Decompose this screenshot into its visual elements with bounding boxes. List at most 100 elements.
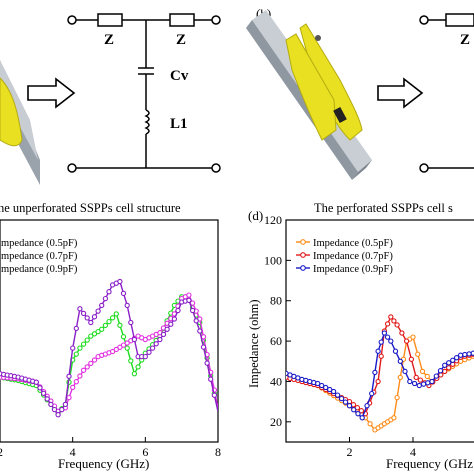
chart-left-legend: mpedance (0.5pF) mpedance (0.7pF) mpedance… xyxy=(1,238,78,275)
series-point-1 xyxy=(80,367,87,373)
chart-right-title: The perforated SSPPs cell s xyxy=(314,201,453,215)
series-point-1 xyxy=(446,365,452,371)
series-point-2 xyxy=(402,368,408,375)
series-point-2 xyxy=(51,406,58,413)
series-point-1 xyxy=(113,346,119,353)
series-point-2 xyxy=(392,348,399,354)
series-point-2 xyxy=(124,302,130,309)
series-point-2 xyxy=(142,353,148,360)
series-point-0 xyxy=(419,368,426,375)
series-point-0 xyxy=(102,322,109,329)
series-point-1 xyxy=(66,394,72,401)
series-point-2 xyxy=(420,381,427,387)
series-point-2 xyxy=(171,316,178,322)
series-point-2 xyxy=(208,376,214,382)
series-point-2 xyxy=(359,415,365,421)
series-point-2 xyxy=(95,308,101,314)
series-point-1 xyxy=(417,377,424,383)
series-point-2 xyxy=(450,357,456,363)
legend-label-1: mpedance (0.7pF) xyxy=(1,251,78,262)
series-point-0 xyxy=(391,415,397,421)
series-point-2 xyxy=(200,344,207,350)
series-point-2 xyxy=(55,412,61,418)
series-point-2 xyxy=(186,297,192,303)
series-point-2 xyxy=(364,403,370,409)
terminal-top-right xyxy=(211,15,221,25)
y-tick-label: 60 xyxy=(270,334,282,348)
series-point-0 xyxy=(88,333,94,339)
series-point-2 xyxy=(338,395,345,402)
series-point-0 xyxy=(95,328,101,335)
chart-left-frame xyxy=(0,219,219,443)
series-point-2 xyxy=(372,369,378,376)
series-point-1 xyxy=(438,372,444,378)
series-point-2 xyxy=(211,392,218,398)
terminal-bottom-right xyxy=(211,163,221,173)
panel-d-label: (d) xyxy=(248,208,263,223)
series-point-0 xyxy=(84,337,90,343)
series-point-0 xyxy=(91,331,98,337)
series-point-0 xyxy=(410,334,416,340)
series-point-1 xyxy=(378,353,384,359)
series-point-2 xyxy=(319,382,325,389)
series-point-2 xyxy=(131,336,138,343)
series-point-2 xyxy=(453,355,460,361)
arrow-right-icon xyxy=(377,77,424,109)
series-point-2 xyxy=(73,325,79,332)
series-point-0 xyxy=(113,311,119,317)
series-point-0 xyxy=(131,371,138,377)
series-point-2 xyxy=(40,390,47,396)
series-point-2 xyxy=(66,373,72,379)
label-cv: Cv xyxy=(170,68,189,84)
legend-marker-1 xyxy=(300,252,306,258)
chart-left-title: he unperforated SSPPs cell structure xyxy=(0,201,181,215)
x-tick-label: 4 xyxy=(70,445,76,459)
series-point-2 xyxy=(369,390,375,397)
series-point-2 xyxy=(175,307,181,314)
series-point-1 xyxy=(413,374,419,381)
legend-label-0: Impedance (0.5pF) xyxy=(313,238,393,249)
series-point-2 xyxy=(77,306,83,312)
device-perforated-3d xyxy=(246,10,372,180)
y-tick-label: 120 xyxy=(264,213,282,227)
series-point-2 xyxy=(204,360,210,366)
chart-right-xlabel: Frequency (GHz xyxy=(386,456,473,471)
series-point-0 xyxy=(117,322,123,328)
series-point-2 xyxy=(117,278,123,285)
series-point-2 xyxy=(149,345,156,351)
series-point-0 xyxy=(128,358,134,364)
arrow-right-icon xyxy=(27,77,76,109)
series-point-1 xyxy=(384,321,391,327)
legend-label-2: mpedance (0.9pF) xyxy=(1,264,78,275)
series-point-2 xyxy=(59,406,65,413)
series-point-0 xyxy=(397,374,403,381)
series-point-2 xyxy=(375,348,381,354)
series-point-2 xyxy=(164,326,170,332)
series-point-1 xyxy=(186,292,192,298)
series-point-2 xyxy=(342,399,349,405)
series-point-0 xyxy=(135,364,141,370)
series-point-2 xyxy=(80,310,87,317)
series-point-2 xyxy=(44,396,50,402)
series-point-2 xyxy=(128,319,134,326)
series-point-2 xyxy=(442,362,448,368)
y-tick-label: 20 xyxy=(270,415,282,429)
series-point-1 xyxy=(442,368,448,375)
series-point-2 xyxy=(88,319,94,326)
series-point-2 xyxy=(378,339,384,345)
series-point-2 xyxy=(153,341,159,347)
series-point-2 xyxy=(425,380,431,386)
series-point-1 xyxy=(358,408,365,414)
series-point-1 xyxy=(124,340,130,346)
series-point-2 xyxy=(351,407,357,413)
series-point-0 xyxy=(367,421,373,427)
x-tick-label: 2 xyxy=(346,445,352,459)
series-point-1 xyxy=(403,338,410,344)
legend-marker-0 xyxy=(300,239,306,245)
series-point-2 xyxy=(388,338,394,344)
series-point-1 xyxy=(375,378,381,385)
circuit-schematic xyxy=(67,13,221,173)
series-point-2 xyxy=(33,379,39,385)
series-point-0 xyxy=(106,318,112,325)
